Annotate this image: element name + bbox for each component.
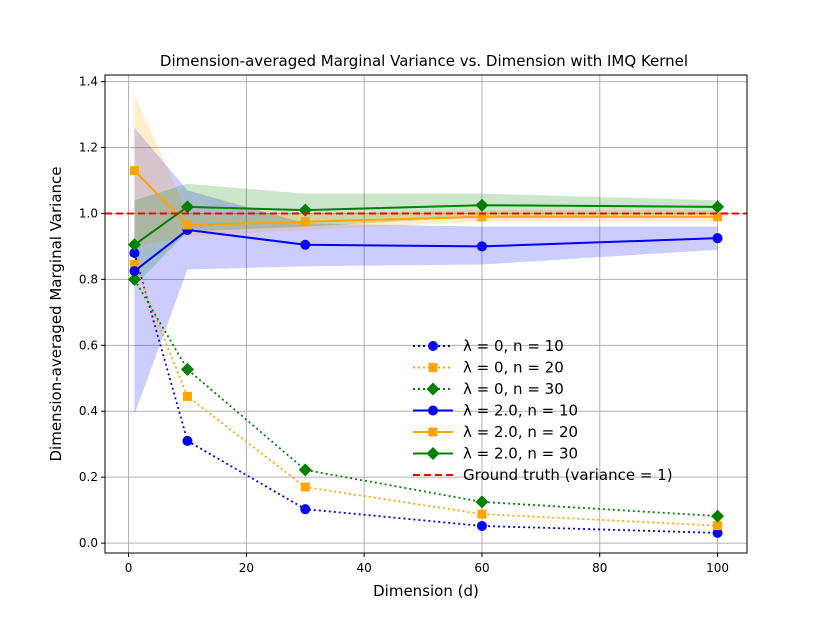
- data-point: [182, 220, 192, 230]
- legend-label: λ = 0, n = 10: [463, 337, 564, 355]
- x-tick-label: 80: [592, 561, 607, 575]
- axis-ticks: 0 20 40 60 80 100 0.0 0.2 0.4 0.6 0.8 1.0 1.2 1.4: [79, 75, 729, 575]
- data-point: [182, 435, 193, 446]
- data-point: [475, 198, 489, 212]
- data-point: [180, 362, 194, 376]
- data-point: [300, 217, 310, 227]
- data-point: [129, 248, 140, 259]
- legend-label: λ = 2.0, n = 20: [463, 423, 578, 441]
- series-lines: [127, 166, 725, 538]
- plot-frame: [104, 74, 748, 554]
- data-point: [713, 212, 723, 222]
- y-tick-label: 1.2: [79, 141, 98, 155]
- x-tick-label: 40: [357, 561, 372, 575]
- legend-entry: λ = 2.0, n = 10: [413, 402, 578, 420]
- y-tick-label: 0.0: [79, 536, 98, 550]
- series-lambda-0-n-30: [127, 272, 725, 523]
- data-point: [476, 520, 487, 531]
- x-tick-label: 20: [239, 561, 254, 575]
- data-point: [477, 509, 487, 519]
- legend-marker: [428, 427, 438, 437]
- y-tick-label: 1.0: [79, 206, 98, 220]
- x-axis-title: Dimension (d): [373, 582, 479, 600]
- data-point: [711, 200, 725, 214]
- chart-title: Dimension-averaged Marginal Variance vs.…: [160, 52, 688, 70]
- legend-label: λ = 2.0, n = 30: [463, 445, 578, 463]
- legend-marker: [426, 382, 440, 396]
- data-point: [129, 260, 139, 270]
- data-point: [298, 463, 312, 477]
- data-point: [129, 266, 140, 277]
- data-point: [182, 391, 192, 401]
- data-point: [300, 482, 310, 492]
- data-point: [712, 527, 723, 538]
- legend-label: λ = 0, n = 30: [463, 380, 564, 398]
- legend-entry: λ = 2.0, n = 30: [413, 445, 578, 463]
- y-tick-label: 1.4: [79, 75, 98, 89]
- legend-label: λ = 0, n = 20: [463, 359, 564, 377]
- y-tick-label: 0.4: [79, 404, 98, 418]
- y-tick-label: 0.2: [79, 470, 98, 484]
- data-point: [477, 212, 487, 222]
- y-tick-label: 0.8: [79, 272, 98, 286]
- data-point: [127, 238, 141, 252]
- data-point: [711, 509, 725, 523]
- y-axis-title: Dimension-averaged Marginal Variance: [47, 167, 65, 462]
- data-point: [476, 241, 487, 252]
- legend-marker: [428, 341, 438, 351]
- grid: [105, 75, 747, 553]
- series-lambda-0-n-10: [129, 248, 723, 538]
- x-tick-label: 60: [474, 561, 489, 575]
- data-point: [300, 504, 311, 515]
- series-lambda-0-n-20: [129, 260, 723, 531]
- legend: λ = 0, n = 10 λ = 0, n = 20 λ = 0, n = 30 λ…: [413, 337, 673, 484]
- data-point: [712, 233, 723, 244]
- data-point: [475, 495, 489, 509]
- data-point: [713, 521, 723, 531]
- series-lambda-2.0-n-30: [127, 198, 725, 252]
- legend-entry: λ = 0, n = 20: [413, 359, 564, 377]
- legend-entry: λ = 0, n = 30: [413, 380, 564, 398]
- y-tick-label: 0.6: [79, 338, 98, 352]
- legend-entry: λ = 0, n = 10: [413, 337, 564, 355]
- data-point: [180, 200, 194, 214]
- data-point: [129, 166, 139, 176]
- legend-marker: [428, 363, 438, 372]
- x-tick-label: 100: [706, 561, 729, 575]
- data-point: [300, 239, 311, 250]
- series-lambda-2.0-n-20: [129, 166, 723, 230]
- data-point: [127, 272, 141, 286]
- legend-label: λ = 2.0, n = 10: [463, 402, 578, 420]
- x-tick-label: 0: [125, 561, 133, 575]
- legend-entry: λ = 2.0, n = 20: [413, 423, 578, 441]
- legend-marker: [428, 405, 438, 416]
- legend-label: Ground truth (variance = 1): [463, 466, 673, 484]
- legend-marker: [426, 447, 440, 460]
- legend-entry-reference: Ground truth (variance = 1): [413, 466, 673, 484]
